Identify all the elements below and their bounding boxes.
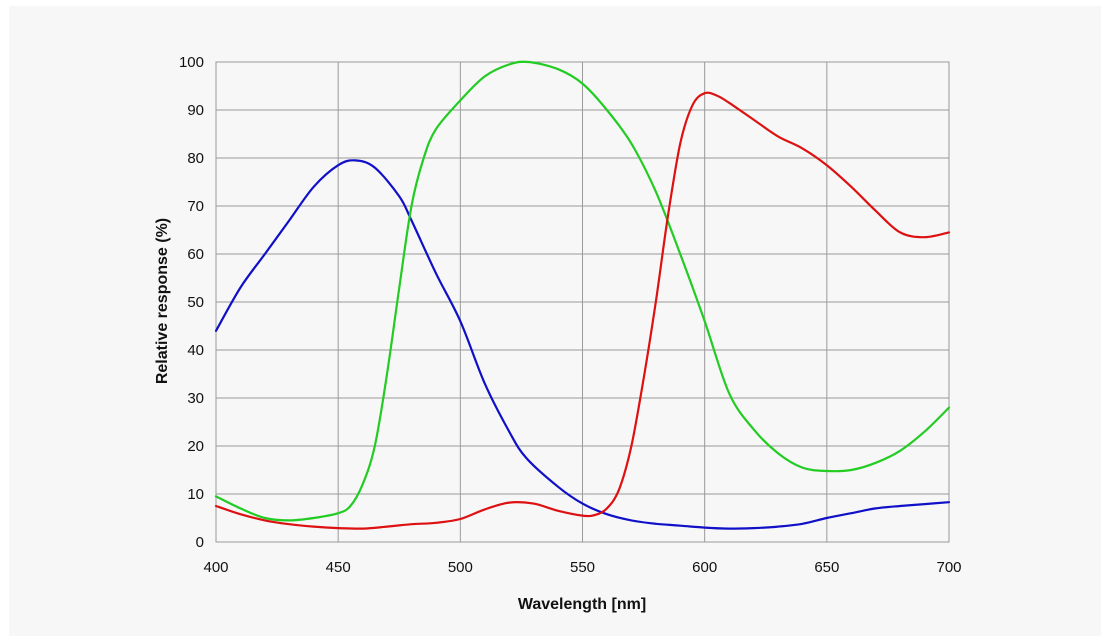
blue-response-line bbox=[214, 159, 951, 530]
y-tick-label: 20 bbox=[187, 438, 204, 455]
grid-lines bbox=[215, 61, 950, 543]
y-tick-label: 10 bbox=[187, 486, 204, 503]
y-tick-label: 40 bbox=[187, 342, 204, 359]
y-tick-label: 0 bbox=[196, 534, 204, 551]
x-tick-label: 600 bbox=[692, 559, 717, 576]
x-tick-label: 700 bbox=[936, 559, 961, 576]
y-tick-label: 60 bbox=[187, 246, 204, 263]
green-response-line bbox=[214, 60, 951, 522]
x-tick-label: 450 bbox=[326, 559, 351, 576]
chart-card bbox=[9, 6, 1101, 636]
y-tick-label: 100 bbox=[179, 54, 204, 71]
y-tick-label: 50 bbox=[187, 294, 204, 311]
plot-frame bbox=[215, 61, 950, 543]
y-tick-labels: 0 10 20 30 40 50 60 70 80 90 100 bbox=[179, 54, 204, 551]
x-tick-label: 400 bbox=[203, 559, 228, 576]
red-response-line bbox=[214, 91, 951, 530]
y-tick-label: 30 bbox=[187, 390, 204, 407]
x-tick-label: 500 bbox=[448, 559, 473, 576]
y-tick-label: 90 bbox=[187, 102, 204, 119]
y-tick-label: 70 bbox=[187, 198, 204, 215]
y-tick-label: 80 bbox=[187, 150, 204, 167]
x-tick-label: 550 bbox=[570, 559, 595, 576]
x-tick-label: 650 bbox=[814, 559, 839, 576]
y-axis-label: Relative response (%) bbox=[154, 218, 171, 384]
x-tick-labels: 400 450 500 550 600 650 700 bbox=[203, 559, 961, 576]
series-lines bbox=[214, 60, 951, 530]
x-axis-label: Wavelength [nm] bbox=[518, 596, 646, 613]
